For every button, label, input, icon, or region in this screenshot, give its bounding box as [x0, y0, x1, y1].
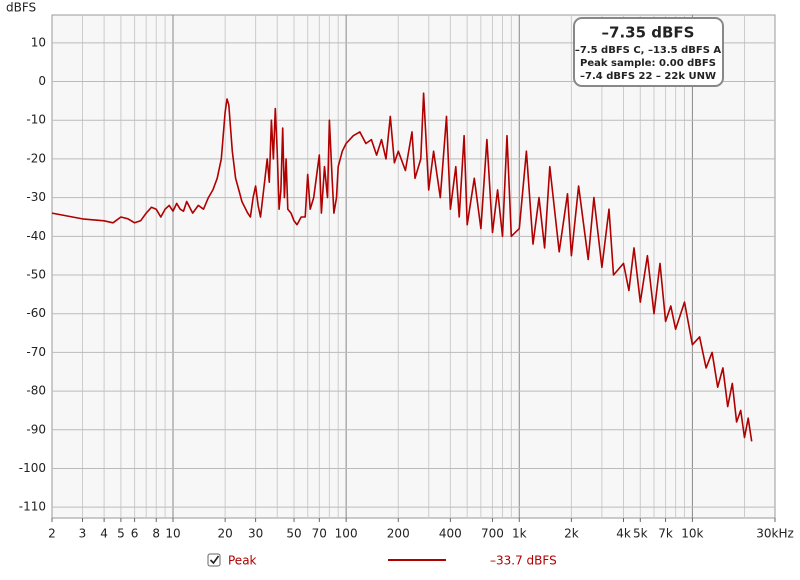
- x-tick-label: 400: [439, 527, 462, 541]
- x-tick-label: 4k: [616, 527, 631, 541]
- y-tick-label: -60: [26, 306, 46, 320]
- grid: [51, 15, 776, 522]
- x-tick-label: 50: [286, 527, 301, 541]
- y-tick-label: -10: [26, 113, 46, 127]
- y-axis-label: dBFS: [6, 1, 36, 15]
- y-tick-label: -70: [26, 345, 46, 359]
- x-tick-label: 1k: [512, 527, 527, 541]
- x-tick-label: 3: [79, 527, 87, 541]
- x-tick-label: 10k: [681, 527, 703, 541]
- y-tick-label: -40: [26, 229, 46, 243]
- x-tick-label: 5: [117, 527, 125, 541]
- x-tick-label: 7k: [658, 527, 673, 541]
- x-tick-label: 6: [131, 527, 139, 541]
- x-tick-label: 20: [217, 527, 232, 541]
- checkmark: [209, 555, 220, 565]
- readout-line: –7.4 dBFS 22 – 22k UNW: [580, 71, 716, 82]
- y-tick-label: 10: [31, 35, 46, 49]
- readout-line: –7.5 dBFS C, –13.5 dBFS A: [575, 45, 722, 56]
- marks: [51, 92, 753, 442]
- y-tick-label: -110: [19, 500, 46, 514]
- y-tick-label: -90: [26, 422, 46, 436]
- spectrum-line: [51, 92, 753, 442]
- plot-area: [51, 14, 776, 519]
- y-tick-label: -100: [19, 461, 46, 475]
- legend-value: –33.7 dBFS: [490, 554, 557, 568]
- readout-main: –7.35 dBFS: [602, 24, 695, 42]
- x-tick-label: 8: [152, 527, 160, 541]
- x-tick-label: 30kHz: [756, 527, 794, 541]
- y-tick-label: 0: [38, 74, 46, 88]
- x-tick-label: 100: [335, 527, 358, 541]
- x-tick-label: 4: [100, 527, 108, 541]
- legend-label: Peak: [228, 554, 257, 568]
- x-tick-label: 10: [165, 527, 180, 541]
- x-tick-label: 2: [48, 527, 56, 541]
- readout-box: [573, 17, 724, 87]
- x-tick-label: 700: [481, 527, 504, 541]
- x-tick-label: 200: [387, 527, 410, 541]
- x-tick-label: 30: [248, 527, 263, 541]
- y-tick-label: -20: [26, 151, 46, 165]
- y-tick-label: -30: [26, 190, 46, 204]
- x-tick-label: 5k: [633, 527, 648, 541]
- y-tick-label: -80: [26, 384, 46, 398]
- x-tick-label: 2k: [564, 527, 579, 541]
- readout-line: Peak sample: 0.00 dBFS: [580, 58, 716, 69]
- x-tick-label: 70: [312, 527, 327, 541]
- y-tick-label: -50: [26, 268, 46, 282]
